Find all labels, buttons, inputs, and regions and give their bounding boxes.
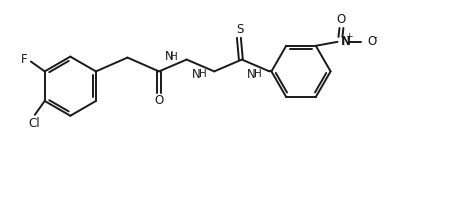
Text: O: O [154, 94, 164, 108]
Text: H: H [170, 52, 178, 62]
Text: N: N [164, 50, 173, 63]
Text: F: F [21, 53, 27, 66]
Text: +: + [344, 32, 352, 41]
Text: S: S [236, 24, 244, 36]
Text: Cl: Cl [28, 117, 40, 130]
Text: N: N [341, 35, 350, 48]
Text: O: O [367, 35, 377, 48]
Text: O: O [337, 13, 346, 26]
Text: -: - [373, 32, 377, 42]
Text: H: H [199, 69, 206, 79]
Text: N: N [247, 68, 256, 81]
Text: N: N [192, 68, 201, 81]
Text: H: H [254, 69, 261, 79]
